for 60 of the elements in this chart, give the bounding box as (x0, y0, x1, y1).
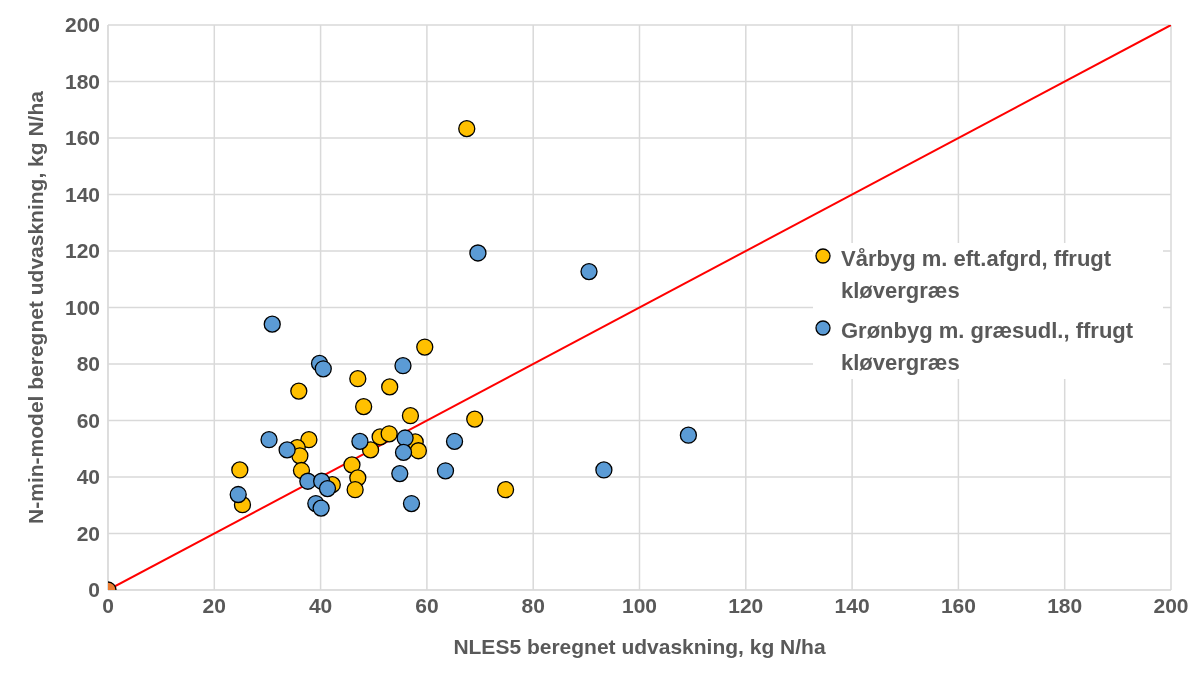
point (394, 357, 412, 375)
x-tick-label: 180 (1047, 593, 1083, 617)
x-tick-label: 80 (521, 593, 545, 617)
point (300, 431, 318, 449)
y-tick-label: 100 (64, 295, 100, 319)
point (343, 456, 361, 474)
y-tick-label: 20 (76, 521, 100, 545)
point (381, 378, 399, 396)
point (355, 398, 373, 416)
x-tick-label: 140 (834, 593, 870, 617)
legend-label: Grønbyg m. græsudl., ffrugt kløvergræs (841, 317, 1135, 377)
x-tick-label: 100 (621, 593, 658, 617)
point (445, 432, 464, 451)
point (346, 481, 364, 499)
x-tick-label: 20 (202, 593, 226, 617)
y-tick-label: 40 (76, 465, 100, 489)
point (314, 360, 332, 378)
point (401, 407, 420, 425)
point (278, 441, 296, 459)
point (436, 462, 455, 480)
point (580, 262, 598, 281)
point (263, 315, 281, 333)
x-axis-title: NLES5 beregnet udvaskning, kg N/ha (453, 635, 826, 658)
point (380, 425, 398, 443)
y-tick-label: 120 (64, 239, 100, 263)
point (402, 494, 421, 513)
point (290, 382, 308, 400)
point (394, 443, 413, 462)
point (416, 338, 434, 356)
y-tick-label: 200 (64, 13, 100, 37)
y-tick-label: 180 (64, 69, 100, 93)
point (312, 499, 330, 517)
point (231, 461, 249, 479)
point (229, 485, 247, 504)
y-tick-label: 140 (64, 182, 100, 206)
y-tick-label: 60 (76, 408, 100, 432)
x-tick-label: 120 (728, 593, 764, 617)
x-tick-label: 40 (308, 593, 333, 617)
point (409, 442, 428, 460)
point (396, 429, 414, 447)
y-tick-label: 160 (64, 126, 100, 150)
point (349, 370, 367, 388)
point (595, 461, 613, 479)
y-tick-label: 80 (76, 352, 100, 376)
x-tick-label: 200 (1153, 593, 1189, 617)
point (458, 120, 476, 138)
point (679, 426, 698, 444)
legend-label: Vårbyg m. eft.afgrd, ffrugt kløvergræs (841, 245, 1113, 305)
x-tick-label: 60 (415, 593, 439, 617)
point (318, 479, 337, 498)
x-tick-label: 160 (940, 593, 976, 617)
point (260, 431, 278, 449)
point (391, 464, 409, 483)
point (469, 244, 487, 262)
point (466, 410, 484, 428)
y-tick-label: 0 (88, 578, 100, 602)
point (351, 432, 369, 451)
point (299, 472, 317, 490)
y-axis-title: N-min-model beregnet udvaskning, kg N/ha (24, 90, 48, 524)
point (496, 481, 515, 499)
